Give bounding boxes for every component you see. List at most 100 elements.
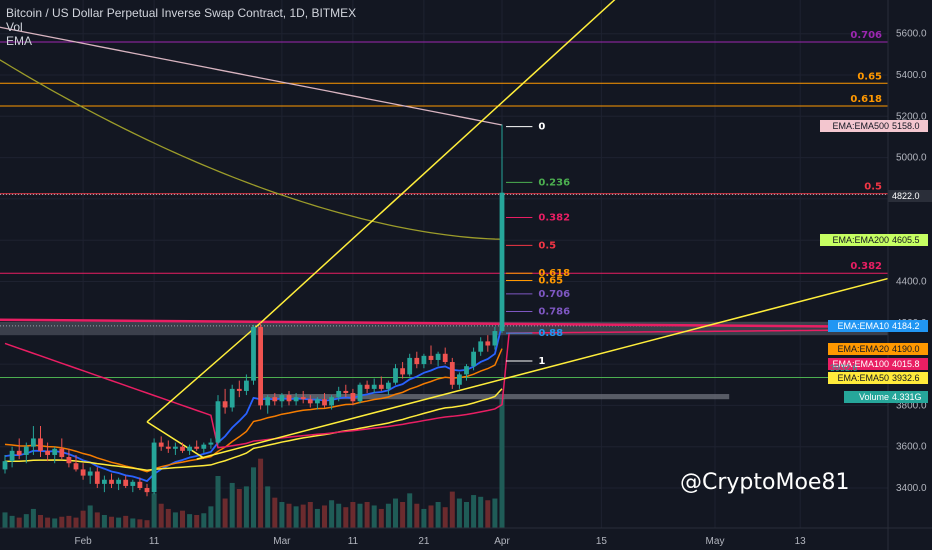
ema50-line	[4, 388, 503, 472]
candle-body	[499, 192, 505, 332]
support-trendline	[196, 276, 893, 460]
volume-bar	[66, 515, 72, 528]
volume-bar	[456, 498, 462, 528]
time-tick-label: Mar	[273, 536, 291, 547]
volume-bar	[499, 398, 505, 528]
price-tags: EMA:EMA500 5158.0 4822.0 EMA:EMA200 4605.5 EM…	[820, 120, 932, 403]
candle-body	[109, 479, 114, 484]
volume-bar	[407, 493, 413, 528]
time-axis[interactable]: Feb 11 Mar 11 21 Apr 15 May 13	[0, 527, 932, 547]
tag-ema100-value: 4015.8	[892, 359, 920, 369]
tag-ema50-value: 3932.6	[892, 373, 920, 383]
candle-body	[52, 448, 58, 455]
volume-bar	[322, 505, 327, 528]
price-tick-label: 5400.0	[896, 70, 927, 81]
candle-body	[9, 450, 15, 462]
channel-line-base	[146, 421, 205, 459]
candle-body	[87, 471, 93, 476]
volume-bar	[73, 517, 79, 528]
volume-bar	[371, 505, 377, 528]
legend-volume[interactable]: Vol	[6, 20, 23, 34]
tag-ema500-value: 5158.0	[892, 121, 920, 131]
price-tick-label: 3600.0	[896, 442, 927, 453]
candle-body	[66, 457, 72, 464]
candle-body	[386, 382, 391, 389]
volume-bar	[243, 486, 249, 528]
ema-lines	[0, 26, 893, 483]
fib-level-label: 0.65	[857, 71, 882, 82]
tag-volume-name: Volume	[859, 392, 889, 402]
candle-body	[116, 479, 121, 484]
volume-bar	[414, 503, 420, 528]
channel-line-upper	[260, 0, 616, 324]
candle-body	[208, 442, 214, 445]
chart-legend: Bitcoin / US Dollar Perpetual Inverse Sw…	[6, 6, 356, 48]
channel-line-left	[146, 322, 262, 423]
candle-body	[258, 326, 263, 406]
time-tick-label: Feb	[74, 536, 92, 547]
volume-bar	[9, 515, 15, 528]
fib-level-label: 0.382	[850, 261, 882, 272]
fib-level-label: 0.5	[864, 182, 882, 193]
tag-hidden-fragment: 3932.6	[830, 363, 858, 373]
volume-bar	[215, 476, 221, 528]
tag-ema100-box	[828, 358, 928, 370]
volume-bar	[378, 508, 384, 528]
volume-bar	[45, 517, 51, 528]
tag-ema200-box	[820, 234, 928, 246]
volume-bar	[350, 502, 356, 528]
tag-ema500-box	[820, 120, 928, 132]
volume-bar	[144, 520, 150, 528]
time-tick-label: 11	[348, 536, 359, 547]
volume-histogram	[2, 398, 505, 528]
volume-bar	[293, 506, 299, 528]
candle-body	[16, 450, 22, 455]
volume-bar	[364, 502, 370, 528]
candle-body	[38, 438, 43, 451]
volume-bar	[357, 503, 363, 528]
volume-bar	[165, 508, 171, 528]
volume-bar	[80, 510, 86, 528]
candle-body	[31, 438, 36, 447]
volume-bar	[336, 503, 342, 528]
candle-body	[151, 442, 157, 493]
author-watermark: @CryptoMoe81	[680, 470, 850, 495]
candle-body	[265, 397, 271, 406]
candle-body	[407, 357, 413, 375]
candle-body	[187, 446, 192, 451]
tag-ema100-name: EMA:EMA100	[832, 359, 889, 369]
candle-body	[343, 390, 349, 394]
volume-bar	[251, 467, 256, 528]
volume-bar	[471, 495, 477, 528]
price-axis[interactable]: 3400.03600.03800.04000.04200.04400.04600…	[887, 0, 932, 550]
fib-short-label: 0.706	[538, 289, 570, 300]
candle-body	[165, 446, 171, 449]
axis-background	[888, 0, 932, 550]
legend-ema[interactable]: EMA	[6, 34, 33, 48]
volume-bar	[151, 493, 157, 528]
price-tick-label: 5000.0	[896, 153, 927, 164]
candle-body	[180, 446, 185, 451]
volume-bar	[300, 504, 306, 528]
candle-body	[478, 341, 484, 352]
volume-bar	[87, 505, 93, 528]
candle-body	[293, 397, 299, 402]
tag-ema10-box	[828, 320, 928, 332]
volume-bar	[52, 518, 58, 528]
fib-short-label: 0.236	[538, 177, 570, 188]
volume-bar	[449, 491, 455, 528]
volume-bar	[2, 512, 8, 528]
candle-body	[194, 446, 200, 449]
tag-volume-value: 4.331G	[892, 392, 922, 402]
candle-body	[421, 355, 427, 365]
volume-bar	[123, 515, 129, 528]
tag-ema20-value: 4190.0	[892, 344, 920, 354]
symbol-title[interactable]: Bitcoin / US Dollar Perpetual Inverse Sw…	[6, 6, 357, 20]
volume-bar	[187, 514, 193, 528]
candle-body	[244, 380, 249, 391]
time-tick-label: 13	[795, 536, 807, 547]
fib-short-label: 0.5	[538, 240, 556, 251]
candle-body	[329, 397, 334, 406]
